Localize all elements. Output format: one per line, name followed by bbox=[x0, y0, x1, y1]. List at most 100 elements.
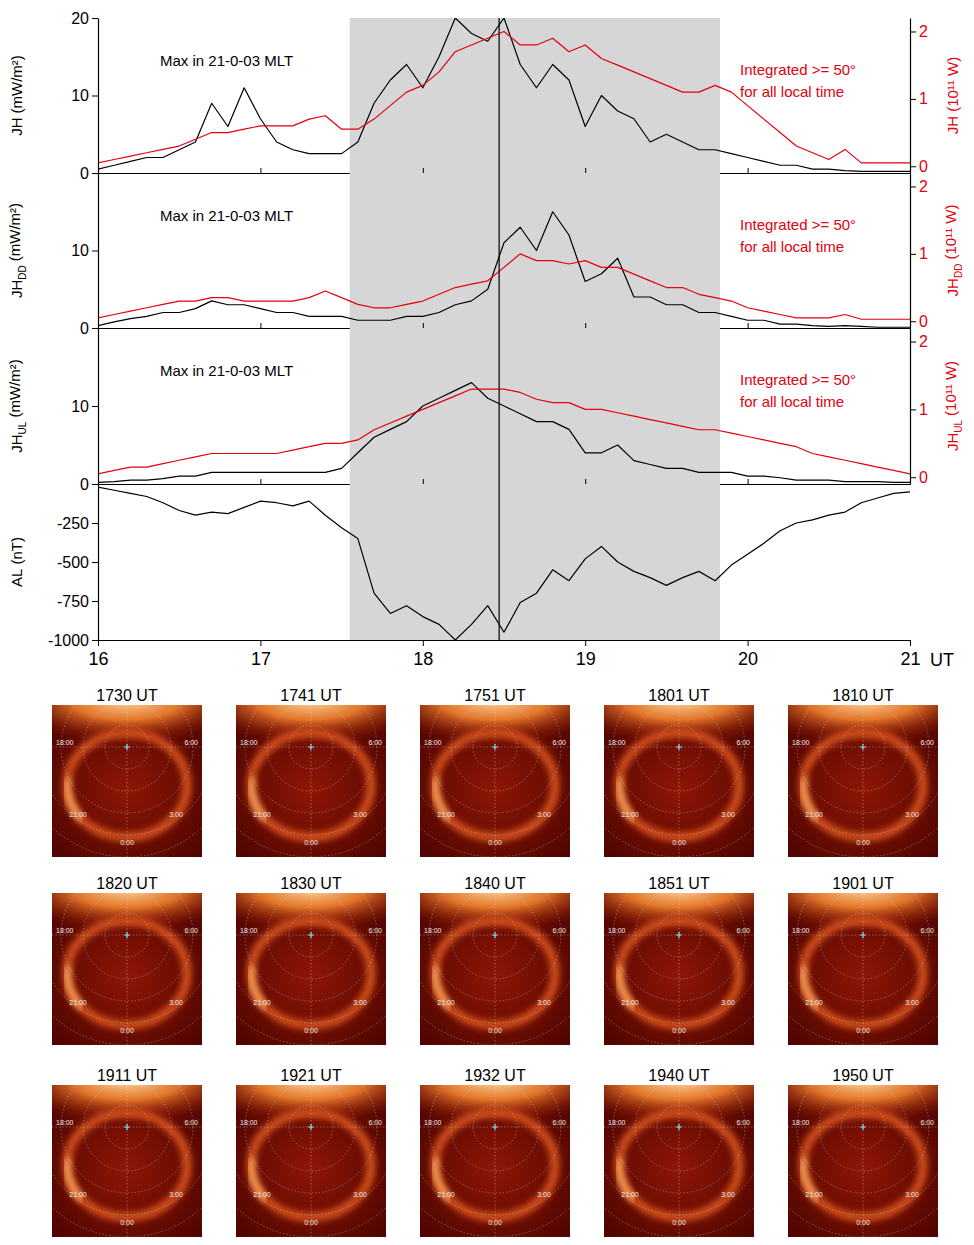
x-tick-mark bbox=[260, 168, 261, 173]
mlt-label: 6:00 bbox=[920, 1119, 934, 1126]
y-tick-mark bbox=[92, 18, 98, 19]
grid-circle bbox=[83, 1085, 171, 1171]
y-tick: 0 bbox=[80, 320, 98, 337]
y-tick-label: 0 bbox=[80, 476, 89, 493]
mlt-label: 3:00 bbox=[537, 999, 551, 1006]
mlt-label: 18:00 bbox=[56, 1119, 74, 1126]
mlt-label: 21:00 bbox=[437, 1191, 455, 1198]
image-content bbox=[52, 705, 202, 857]
y-tick-label: -250 bbox=[57, 515, 89, 532]
axis-title-main: JH bbox=[944, 433, 961, 451]
grid-circle bbox=[52, 893, 202, 1023]
series-line bbox=[98, 18, 910, 171]
auroral-image: 18:0021:000:003:006:00 bbox=[559, 1017, 799, 1237]
y-tick-mark bbox=[92, 601, 98, 602]
y-tick: -1000 bbox=[48, 632, 98, 649]
y-tick: 0 bbox=[80, 476, 98, 493]
grid-circle bbox=[635, 1085, 723, 1171]
grid-circle bbox=[52, 705, 202, 835]
pole-marker bbox=[124, 744, 130, 750]
image-time: 1921 UT bbox=[280, 1067, 342, 1084]
mlt-label: 3:00 bbox=[353, 811, 367, 818]
image-content bbox=[604, 705, 754, 857]
mlt-label: 21:00 bbox=[69, 811, 87, 818]
mlt-label: 18:00 bbox=[424, 1119, 442, 1126]
x-tick-mark bbox=[98, 323, 99, 328]
grid-circle bbox=[267, 893, 355, 979]
panel: 010012JHUL(mW/m²)JHUL(10¹¹ W)Max in 21-0… bbox=[6, 328, 963, 493]
mlt-label: 21:00 bbox=[437, 811, 455, 818]
mlt-label: 6:00 bbox=[736, 1119, 750, 1126]
mlt-label: 0:00 bbox=[856, 1219, 870, 1226]
y2-tick-mark bbox=[910, 99, 916, 100]
plot-area bbox=[98, 173, 910, 328]
shaded-interval bbox=[350, 18, 720, 173]
mlt-label: 3:00 bbox=[353, 999, 367, 1006]
x-tick-label: 21 bbox=[900, 649, 920, 669]
y-axis: 010 bbox=[71, 329, 98, 493]
grid-circle bbox=[451, 1085, 539, 1171]
y2-tick-label: 1 bbox=[919, 90, 928, 107]
x-tick-label: 19 bbox=[576, 649, 596, 669]
y-tick-mark bbox=[92, 562, 98, 563]
x-tick bbox=[748, 479, 749, 484]
shaded-interval bbox=[350, 328, 720, 484]
y2-tick-label: 2 bbox=[919, 178, 928, 195]
mlt-label: 6:00 bbox=[552, 739, 566, 746]
pole-marker bbox=[676, 932, 682, 938]
x-tick-mark bbox=[260, 479, 261, 484]
mlt-label: 3:00 bbox=[169, 1191, 183, 1198]
mlt-label: 3:00 bbox=[721, 999, 735, 1006]
x-tick bbox=[748, 168, 749, 173]
mlt-label: 0:00 bbox=[856, 1027, 870, 1034]
mlt-label: 0:00 bbox=[120, 1219, 134, 1226]
mlt-label: 6:00 bbox=[552, 1119, 566, 1126]
grid-circle bbox=[788, 1085, 938, 1237]
mlt-label: 0:00 bbox=[304, 1027, 318, 1034]
y-axis: 01020 bbox=[71, 10, 98, 182]
x-tick bbox=[423, 323, 424, 328]
auroral-image: 18:0021:000:003:006:00 bbox=[559, 637, 799, 857]
mlt-label: 18:00 bbox=[608, 739, 626, 746]
pole-marker bbox=[124, 932, 130, 938]
y2-tick-mark bbox=[910, 321, 916, 322]
mlt-label: 21:00 bbox=[437, 999, 455, 1006]
panel: -1000-750-500-250161718192021UTAL(nT) bbox=[8, 484, 954, 670]
grid-circle bbox=[267, 705, 355, 791]
y-tick-label: -750 bbox=[57, 593, 89, 610]
grid-line bbox=[127, 705, 128, 857]
y2-tick: 1 bbox=[910, 401, 928, 418]
x-tick bbox=[98, 168, 99, 173]
mlt-label: 3:00 bbox=[537, 811, 551, 818]
x-tick-mark bbox=[748, 168, 749, 173]
image-time: 1730 UT bbox=[96, 687, 158, 704]
x-tick bbox=[910, 479, 911, 484]
shaded-interval bbox=[350, 484, 720, 640]
mlt-label: 21:00 bbox=[621, 1191, 639, 1198]
image-content bbox=[788, 705, 938, 857]
mlt-label: 18:00 bbox=[240, 927, 258, 934]
mlt-label: 0:00 bbox=[672, 1219, 686, 1226]
mlt-label: 6:00 bbox=[368, 927, 382, 934]
x-tick bbox=[260, 479, 261, 484]
y-tick-mark bbox=[92, 406, 98, 407]
y-tick-mark bbox=[92, 96, 98, 97]
mlt-label: 0:00 bbox=[488, 1219, 502, 1226]
y2-tick: 1 bbox=[910, 245, 928, 262]
axis-title-main: JH bbox=[8, 280, 25, 298]
mlt-label: 21:00 bbox=[69, 1191, 87, 1198]
x-tick bbox=[423, 168, 424, 173]
mlt-label: 21:00 bbox=[253, 1191, 271, 1198]
pole-marker bbox=[308, 1124, 314, 1130]
pole-marker bbox=[308, 932, 314, 938]
axis-title-unit: (10¹¹ W) bbox=[942, 205, 959, 260]
mlt-label: 3:00 bbox=[905, 999, 919, 1006]
axis-title: JH(mW/m²) bbox=[8, 55, 25, 136]
series-line bbox=[98, 212, 910, 327]
plot-area bbox=[98, 484, 910, 640]
axis-title-main: JH bbox=[944, 278, 961, 296]
mlt-label: 6:00 bbox=[184, 1119, 198, 1126]
y2-tick-mark bbox=[910, 254, 916, 255]
y2-tick: 2 bbox=[910, 23, 928, 40]
y2-tick-label: 0 bbox=[919, 313, 928, 330]
